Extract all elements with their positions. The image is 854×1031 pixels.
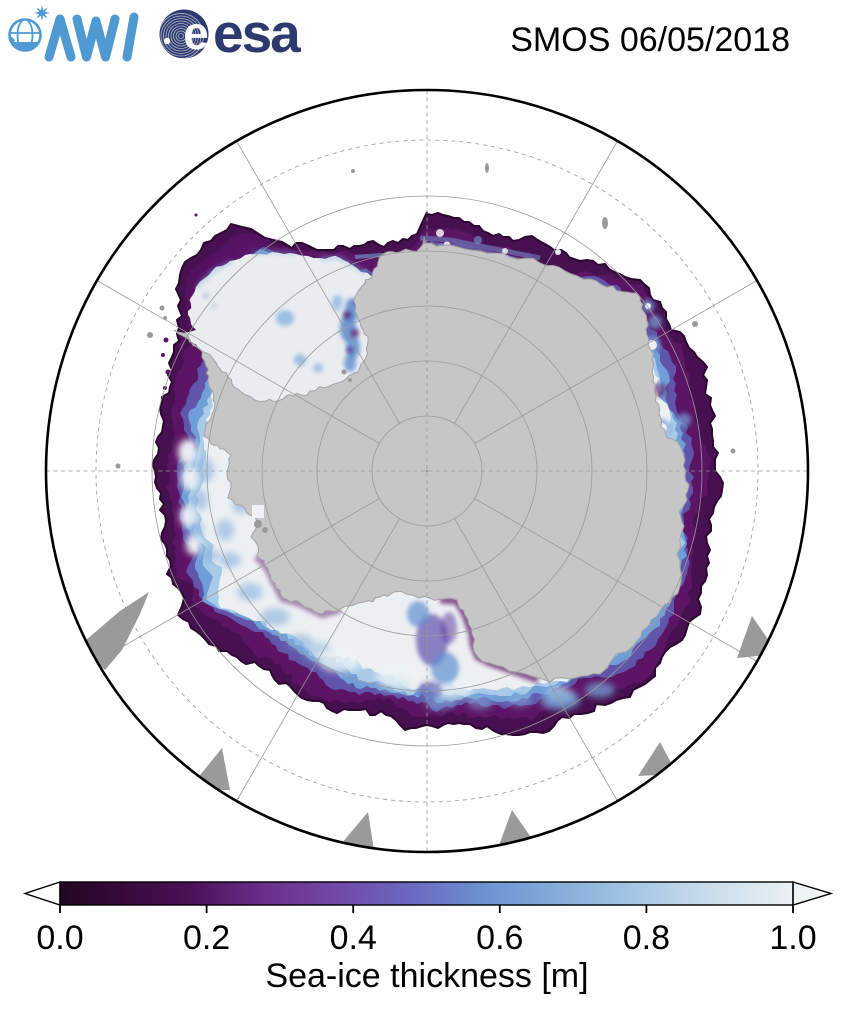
svg-text:0.2: 0.2 <box>183 919 230 957</box>
svg-text:0.6: 0.6 <box>476 919 523 957</box>
svg-text:0.0: 0.0 <box>36 919 83 957</box>
svg-text:0.8: 0.8 <box>623 919 670 957</box>
svg-text:SMOS 06/05/2018: SMOS 06/05/2018 <box>510 21 790 59</box>
svg-text:e: e <box>183 7 209 59</box>
svg-text:Sea-ice thickness [m]: Sea-ice thickness [m] <box>265 957 588 995</box>
svg-text:esa: esa <box>213 2 301 64</box>
svg-text:0.4: 0.4 <box>330 919 377 957</box>
svg-text:1.0: 1.0 <box>769 919 816 957</box>
